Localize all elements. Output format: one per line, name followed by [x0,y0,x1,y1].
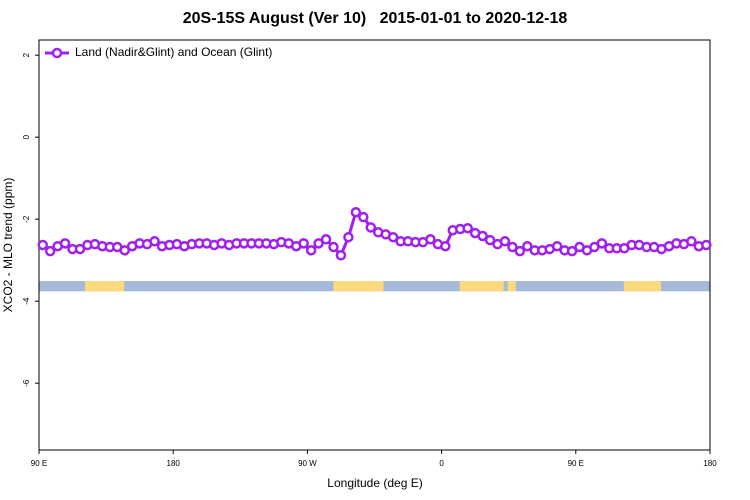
y-tick-label: 0 [22,134,31,139]
chart-title: 20S-15S August (Ver 10) 2015-01-01 to 20… [183,10,568,27]
data-point [477,230,488,242]
x-tick-label: 0 [439,459,444,468]
data-point [149,236,160,247]
data-point [551,240,563,252]
x-tick-label: 90 E [31,459,47,468]
data-point [74,243,86,255]
y-tick-label: 2 [22,52,31,57]
data-point [365,222,377,233]
x-axis-label: Longitude (deg E) [327,476,422,490]
data-point [328,241,339,253]
land-segment [333,281,384,292]
legend-label: Land (Nadir&Glint) and Ocean (Glint) [75,45,272,59]
x-tick-label: 90 W [298,459,317,468]
data-point [440,240,451,252]
data-point [44,245,56,257]
data-point [350,206,362,218]
data-point [462,222,473,234]
data-point [499,236,511,247]
x-tick-label: 180 [167,459,181,468]
data-point [425,234,436,245]
land-segment [85,281,125,292]
data-point [305,245,317,256]
data-point [59,238,71,249]
data-point [37,239,48,251]
land-segment [623,281,661,292]
x-tick-label: 90 E [568,459,584,468]
y-tick-label: -6 [22,379,31,387]
data-point [335,250,347,261]
data-point [686,236,697,247]
data-point [507,241,518,253]
y-tick-label: -2 [22,215,31,223]
y-tick-label: -4 [22,297,31,305]
data-point [298,238,309,249]
data-point [119,245,130,256]
data-point [701,239,712,251]
data-point [596,238,608,249]
y-axis-label: XCO2 - MLO trend (ppm) [1,178,15,313]
legend-marker [51,47,63,59]
data-point [320,234,332,245]
data-point [358,211,369,223]
data-point [343,231,354,243]
land-segment [459,281,504,292]
data-point [387,231,399,243]
land-segment [507,281,516,292]
data-point [484,234,496,246]
data-point [313,238,324,249]
data-point [566,245,578,257]
data-point [514,245,526,257]
data-point [522,240,533,252]
x-tick-label: 180 [703,459,717,468]
